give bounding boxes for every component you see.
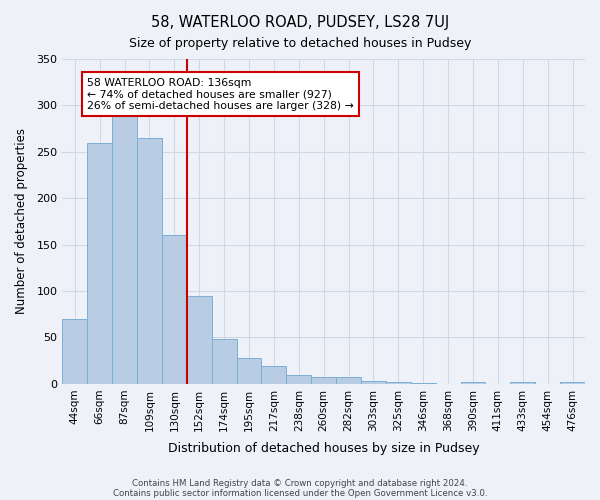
X-axis label: Distribution of detached houses by size in Pudsey: Distribution of detached houses by size … bbox=[168, 442, 479, 455]
Bar bbox=[187, 296, 212, 384]
Bar bbox=[311, 378, 336, 384]
Bar bbox=[137, 138, 162, 384]
Text: 58 WATERLOO ROAD: 136sqm
← 74% of detached houses are smaller (927)
26% of semi-: 58 WATERLOO ROAD: 136sqm ← 74% of detach… bbox=[87, 78, 354, 111]
Bar bbox=[386, 382, 411, 384]
Bar bbox=[511, 382, 535, 384]
Text: Size of property relative to detached houses in Pudsey: Size of property relative to detached ho… bbox=[129, 38, 471, 51]
Bar bbox=[560, 382, 585, 384]
Bar bbox=[286, 374, 311, 384]
Y-axis label: Number of detached properties: Number of detached properties bbox=[15, 128, 28, 314]
Bar bbox=[62, 319, 87, 384]
Bar bbox=[336, 378, 361, 384]
Bar bbox=[461, 382, 485, 384]
Bar bbox=[162, 236, 187, 384]
Bar bbox=[112, 110, 137, 384]
Text: Contains public sector information licensed under the Open Government Licence v3: Contains public sector information licen… bbox=[113, 488, 487, 498]
Text: 58, WATERLOO ROAD, PUDSEY, LS28 7UJ: 58, WATERLOO ROAD, PUDSEY, LS28 7UJ bbox=[151, 15, 449, 30]
Text: Contains HM Land Registry data © Crown copyright and database right 2024.: Contains HM Land Registry data © Crown c… bbox=[132, 478, 468, 488]
Bar bbox=[361, 381, 386, 384]
Bar bbox=[87, 142, 112, 384]
Bar bbox=[411, 383, 436, 384]
Bar bbox=[262, 366, 286, 384]
Bar bbox=[212, 340, 236, 384]
Bar bbox=[236, 358, 262, 384]
